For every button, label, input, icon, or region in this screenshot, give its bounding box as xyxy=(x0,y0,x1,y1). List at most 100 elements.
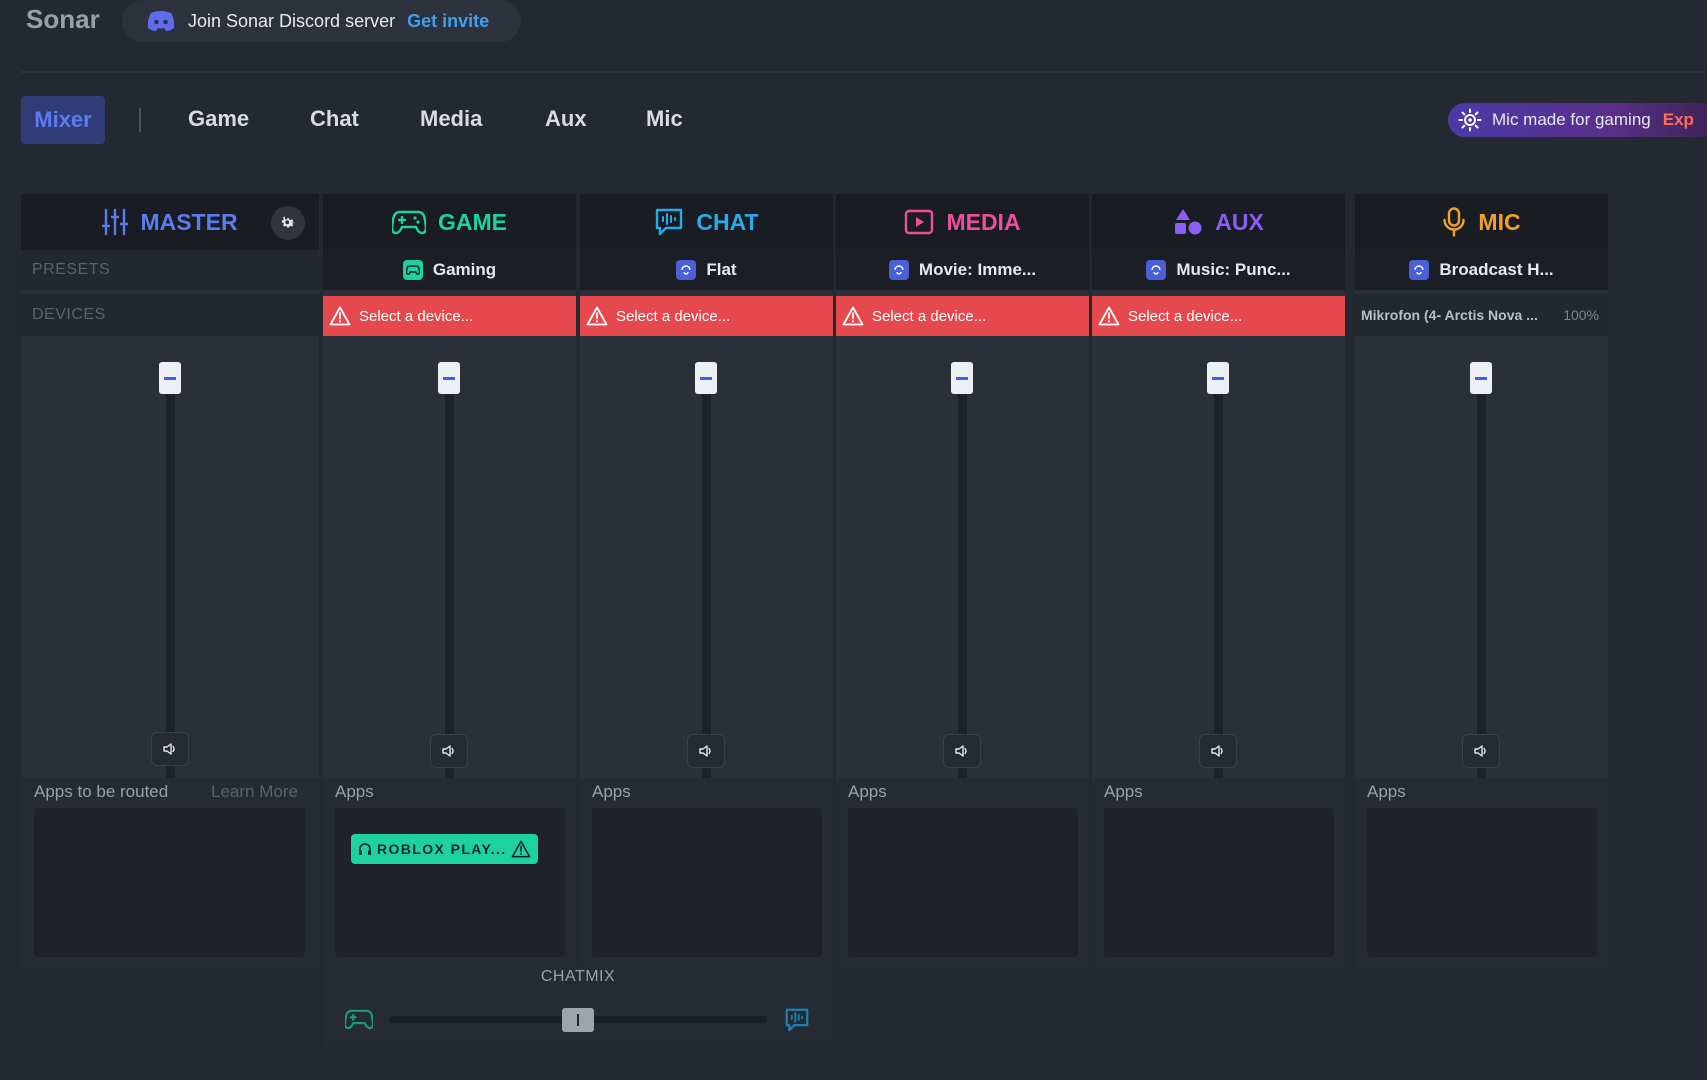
master-fader-knob[interactable] xyxy=(159,362,181,394)
gear-icon xyxy=(281,216,295,228)
headphones-icon xyxy=(359,843,371,855)
media-fader-track[interactable] xyxy=(958,369,967,906)
game-device-selector[interactable]: Select a device... xyxy=(323,296,576,336)
chat-icon xyxy=(656,208,683,236)
aux-title: AUX xyxy=(1215,208,1264,235)
play-icon xyxy=(905,209,934,235)
master-mute-button[interactable] xyxy=(151,732,189,766)
speaker-icon xyxy=(1474,745,1486,757)
mic-preset-icon xyxy=(1409,260,1430,280)
media-device-selector[interactable]: Select a device... xyxy=(836,296,1089,336)
chat-fader-track[interactable] xyxy=(702,369,711,906)
media-header: MEDIA xyxy=(836,194,1089,250)
game-preset-selector[interactable]: Gaming xyxy=(323,250,576,290)
warning-icon xyxy=(842,306,864,326)
aux-apps-box[interactable] xyxy=(1104,808,1334,957)
chat-title: CHAT xyxy=(696,208,759,235)
mic-preset-name: Broadcast H... xyxy=(1439,260,1554,279)
chat-preset-selector[interactable]: Flat xyxy=(580,250,833,290)
aux-column: AUX Music: Punc... Select a device... Ap… xyxy=(1092,194,1345,969)
tab-media[interactable]: Media xyxy=(420,106,483,131)
tab-aux[interactable]: Aux xyxy=(545,106,587,131)
game-apps-box[interactable]: ROBLOX PLAY... xyxy=(335,808,565,957)
media-preset-icon xyxy=(888,260,909,280)
chat-column: CHAT Flat Select a device... Apps xyxy=(580,194,833,969)
media-device-text: Select a device... xyxy=(872,307,987,325)
tab-mixer[interactable]: Mixer xyxy=(21,96,105,144)
tab-chat[interactable]: Chat xyxy=(310,106,359,131)
game-device-text: Select a device... xyxy=(359,307,474,325)
warning-icon xyxy=(1098,306,1120,326)
aux-mute-button[interactable] xyxy=(1199,734,1237,768)
discord-banner[interactable]: Join Sonar Discord server Get invite xyxy=(122,0,521,42)
aux-fader-knob[interactable] xyxy=(1207,362,1229,394)
app-chip-roblox[interactable]: ROBLOX PLAY... xyxy=(351,834,538,864)
mic-title: MIC xyxy=(1478,208,1521,235)
get-invite-link[interactable]: Get invite xyxy=(407,10,490,31)
learn-more-link[interactable]: Learn More xyxy=(211,782,298,801)
unrouted-apps-box[interactable] xyxy=(34,808,305,957)
game-fader-track[interactable] xyxy=(445,369,454,906)
chat-header: CHAT xyxy=(580,194,833,250)
discord-icon xyxy=(147,11,175,31)
master-settings-button[interactable] xyxy=(271,206,305,240)
warning-icon xyxy=(329,306,351,326)
speaker-icon xyxy=(163,743,175,755)
media-mute-button[interactable] xyxy=(943,734,981,768)
promo-cta[interactable]: Exp xyxy=(1662,110,1694,129)
speaker-icon xyxy=(1211,745,1223,757)
mic-apps-label: Apps xyxy=(1367,782,1406,801)
game-fader-knob[interactable] xyxy=(438,362,460,394)
mic-promo-banner[interactable]: Mic made for gaming Exp xyxy=(1448,103,1707,137)
media-title: MEDIA xyxy=(946,208,1021,235)
aux-device-text: Select a device... xyxy=(1128,307,1243,325)
speaker-icon xyxy=(955,745,967,757)
chat-apps-box[interactable] xyxy=(592,808,822,957)
aux-fader-track[interactable] xyxy=(1214,369,1223,906)
game-mute-button[interactable] xyxy=(430,734,468,768)
mic-device-name: Mikrofon (4- Arctis Nova ... xyxy=(1361,307,1538,323)
aux-preset-icon xyxy=(1146,260,1167,280)
media-apps-box[interactable] xyxy=(848,808,1078,957)
mic-preset-selector[interactable]: Broadcast H... xyxy=(1355,250,1608,290)
speaker-icon xyxy=(699,745,711,757)
media-preset-selector[interactable]: Movie: Imme... xyxy=(836,250,1089,290)
aux-preset-selector[interactable]: Music: Punc... xyxy=(1092,250,1345,290)
chat-fader-knob[interactable] xyxy=(695,362,717,394)
media-fader-knob[interactable] xyxy=(951,362,973,394)
chatmix-slider-knob[interactable] xyxy=(562,1008,594,1032)
game-preset-icon xyxy=(402,260,423,280)
master-fader-track[interactable] xyxy=(166,369,175,906)
mic-mute-button[interactable] xyxy=(1462,734,1500,768)
tab-mic[interactable]: Mic xyxy=(646,106,683,131)
media-apps-label: Apps xyxy=(848,782,887,801)
chat-preset-name: Flat xyxy=(706,260,737,279)
chatmix-label: CHATMIX xyxy=(540,968,616,985)
media-column: MEDIA Movie: Imme... Select a device... … xyxy=(836,194,1089,969)
game-column: GAME Gaming Select a device... Apps ROBL… xyxy=(323,194,576,969)
mic-device-selector[interactable]: Mikrofon (4- Arctis Nova ... 100% xyxy=(1355,294,1608,336)
chat-mute-button[interactable] xyxy=(687,734,725,768)
warning-icon xyxy=(511,840,531,858)
game-header: GAME xyxy=(323,194,576,250)
warning-icon xyxy=(586,306,608,326)
sliders-icon xyxy=(102,208,129,236)
master-devices-row: DEVICES xyxy=(21,294,319,336)
aux-preset-name: Music: Punc... xyxy=(1176,260,1291,279)
mic-device-level: 100% xyxy=(1563,307,1599,323)
mic-column: MIC Broadcast H... Mikrofon (4- Arctis N… xyxy=(1355,194,1608,969)
mic-fader-track[interactable] xyxy=(1477,369,1486,906)
chat-device-text: Select a device... xyxy=(616,307,731,325)
tab-separator xyxy=(139,108,141,132)
header-divider xyxy=(21,71,1707,73)
game-preset-name: Gaming xyxy=(432,260,497,279)
microphone-icon xyxy=(1443,207,1466,237)
aux-device-selector[interactable]: Select a device... xyxy=(1092,296,1345,336)
tab-game[interactable]: Game xyxy=(188,106,250,131)
mic-fader-knob[interactable] xyxy=(1470,362,1492,394)
gamepad-icon xyxy=(392,210,426,235)
mic-apps-box[interactable] xyxy=(1367,808,1597,957)
presets-label: PRESETS xyxy=(32,261,111,278)
shapes-icon xyxy=(1175,209,1202,235)
chat-device-selector[interactable]: Select a device... xyxy=(580,296,833,336)
